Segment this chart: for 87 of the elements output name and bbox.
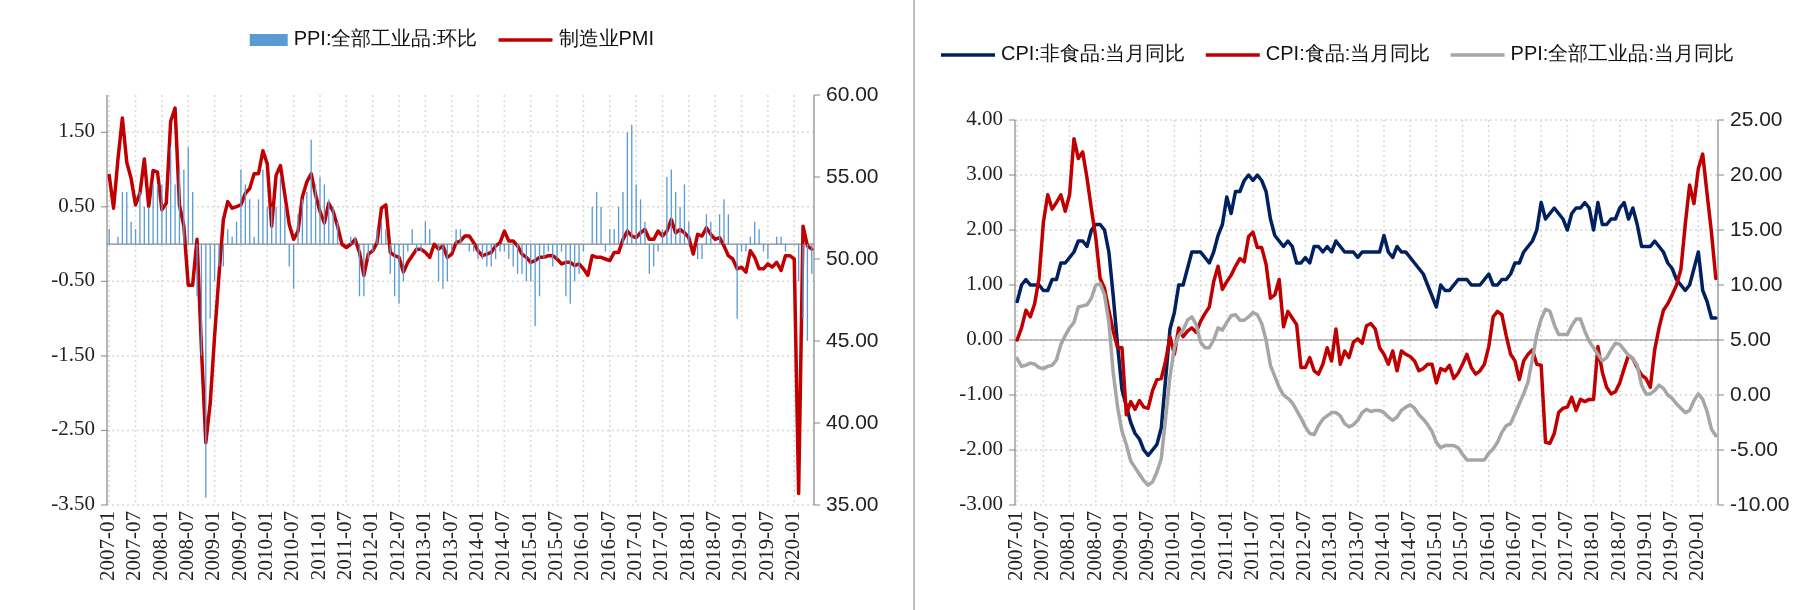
x-tick-label: 2016-01	[569, 511, 594, 581]
x-tick-label: 2014-07	[490, 511, 515, 581]
x-tick-label: 2014-07	[1395, 511, 1420, 581]
x-tick-label: 2011-07	[1238, 511, 1263, 581]
x-tick-label: 2007-07	[121, 511, 146, 581]
y-tick-label: -3.00	[959, 490, 1003, 515]
y2-tick-label: -5.00	[1730, 436, 1778, 460]
x-tick-label: 2018-07	[701, 511, 726, 581]
x-tick-label: 2012-01	[1264, 511, 1289, 581]
x-tick-label: 2015-01	[516, 511, 541, 581]
x-tick-label: 2014-01	[463, 511, 488, 581]
x-tick-label: 2015-01	[1422, 511, 1447, 581]
y-tick-label: -3.50	[51, 490, 95, 515]
y2-tick-label: 25.00	[1730, 106, 1783, 130]
x-tick-label: 2008-07	[1081, 511, 1106, 581]
x-tick-label: 2020-01	[780, 511, 805, 581]
x-tick-label: 2007-01	[1003, 511, 1027, 581]
x-tick-label: 2019-07	[1657, 511, 1682, 581]
x-tick-label: 2013-01	[1317, 511, 1342, 581]
x-tick-label: 2017-07	[1553, 511, 1578, 581]
y-tick-label: -2.50	[51, 416, 95, 441]
y-tick-label: 2.00	[966, 215, 1003, 240]
x-tick-label: 2008-01	[147, 511, 172, 581]
legend-label: 制造业PMI	[558, 27, 655, 50]
x-tick-label: 2013-07	[437, 511, 462, 581]
x-tick-label: 2009-01	[200, 511, 225, 581]
y-tick-label: -2.00	[959, 435, 1003, 460]
x-tick-label: 2009-07	[226, 511, 251, 581]
y-tick-label: -1.00	[959, 380, 1003, 405]
x-tick-label: 2010-07	[1186, 511, 1211, 581]
x-tick-label: 2019-07	[753, 511, 778, 581]
x-tick-label: 2011-01	[305, 511, 330, 581]
x-tick-label: 2019-01	[727, 511, 752, 581]
x-tick-label: 2017-01	[621, 511, 646, 581]
x-tick-label: 2014-01	[1369, 511, 1394, 581]
x-tick-label: 2007-07	[1029, 511, 1054, 581]
legend-label: CPI:食品:当月同比	[1265, 42, 1431, 65]
x-tick-label: 2017-07	[648, 511, 673, 581]
y-tick-label: -0.50	[51, 267, 95, 292]
x-tick-label: 2015-07	[542, 511, 567, 581]
y2-tick-label: 60.00	[826, 81, 879, 105]
x-tick-label: 2016-07	[1500, 511, 1525, 581]
y-tick-label: -1.50	[51, 341, 95, 366]
y2-tick-label: 45.00	[826, 327, 879, 351]
y-tick-label: 0.00	[966, 325, 1003, 350]
y2-tick-label: 35.00	[826, 491, 879, 515]
y-tick-label: 3.00	[966, 160, 1003, 185]
x-tick-label: 2020-01	[1684, 511, 1709, 581]
x-tick-label: 2013-01	[411, 511, 436, 581]
legend-label: PPI:全部工业品:环比	[293, 27, 478, 50]
x-tick-label: 2010-07	[279, 511, 304, 581]
y2-tick-label: 20.00	[1730, 161, 1783, 185]
x-tick-label: 2017-01	[1526, 511, 1551, 581]
y-tick-label: 4.00	[966, 105, 1003, 130]
y2-tick-label: -10.00	[1730, 491, 1790, 515]
x-tick-label: 2018-01	[674, 511, 699, 581]
y2-tick-label: 10.00	[1730, 271, 1783, 295]
x-tick-label: 2007-01	[95, 511, 120, 581]
x-tick-label: 2016-01	[1474, 511, 1499, 581]
y2-tick-label: 40.00	[826, 409, 879, 433]
x-tick-label: 2012-07	[384, 511, 409, 581]
x-tick-label: 2013-07	[1343, 511, 1368, 581]
x-tick-label: 2018-07	[1605, 511, 1630, 581]
legend-label: CPI:非食品:当月同比	[1001, 42, 1186, 65]
y2-tick-label: 0.00	[1730, 381, 1771, 405]
x-tick-label: 2009-01	[1107, 511, 1132, 581]
x-tick-label: 2012-07	[1291, 511, 1316, 581]
x-tick-label: 2010-01	[253, 511, 278, 581]
x-tick-label: 2018-01	[1579, 511, 1604, 581]
x-tick-label: 2010-01	[1160, 511, 1185, 581]
x-tick-label: 2012-01	[358, 511, 383, 581]
x-tick-label: 2011-01	[1212, 511, 1237, 581]
x-tick-label: 2008-01	[1055, 511, 1080, 581]
x-tick-label: 2008-07	[174, 511, 199, 581]
y-tick-label: 1.50	[58, 118, 95, 143]
y-tick-label: 0.50	[58, 192, 95, 217]
x-tick-label: 2011-07	[332, 511, 357, 581]
x-tick-label: 2009-07	[1133, 511, 1158, 581]
y2-tick-label: 55.00	[826, 163, 879, 187]
x-tick-label: 2019-01	[1631, 511, 1656, 581]
x-tick-label: 2015-07	[1448, 511, 1473, 581]
y2-tick-label: 15.00	[1730, 216, 1783, 240]
y2-tick-label: 5.00	[1730, 326, 1771, 350]
y-tick-label: 1.00	[966, 270, 1003, 295]
x-tick-label: 2016-07	[595, 511, 620, 581]
legend-label: PPI:全部工业品:当月同比	[1510, 42, 1734, 65]
y2-tick-label: 50.00	[826, 245, 879, 269]
